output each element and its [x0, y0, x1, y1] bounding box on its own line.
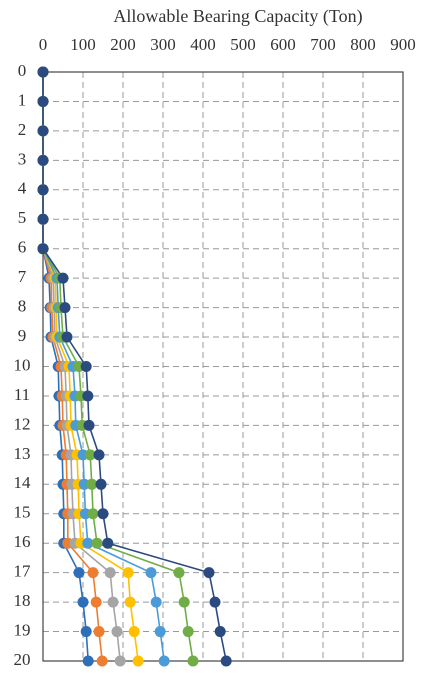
data-point [37, 95, 49, 107]
data-point [83, 419, 95, 431]
y-tick-label: 15 [14, 503, 31, 522]
y-tick-label: 17 [14, 562, 32, 581]
x-tick-label: 400 [190, 35, 216, 54]
data-point [37, 66, 49, 78]
data-point [214, 626, 226, 638]
data-point [150, 596, 162, 608]
chart-title: Allowable Bearing Capacity (Ton) [113, 6, 362, 27]
y-tick-label: 20 [14, 650, 31, 669]
y-tick-label: 16 [14, 532, 31, 551]
data-point [107, 596, 119, 608]
data-point [73, 567, 85, 579]
data-point [82, 390, 94, 402]
data-point [187, 655, 199, 667]
data-point [57, 272, 69, 284]
x-tick-label: 0 [39, 35, 48, 54]
y-tick-label: 9 [18, 326, 27, 345]
data-point [95, 478, 107, 490]
data-point [80, 361, 92, 372]
data-point [37, 243, 49, 255]
data-point [154, 626, 166, 638]
data-point [111, 626, 123, 638]
y-tick-label: 10 [14, 355, 31, 374]
y-tick-label: 8 [18, 297, 27, 316]
data-point [93, 626, 105, 638]
data-point [93, 449, 105, 461]
data-point [78, 478, 90, 490]
y-tick-label: 5 [18, 208, 27, 227]
data-point [79, 508, 91, 520]
y-tick-label: 19 [14, 620, 31, 639]
data-point [178, 596, 190, 608]
data-point [97, 508, 109, 520]
x-tick-label: 500 [230, 35, 256, 54]
data-point [173, 567, 185, 579]
y-tick-label: 0 [18, 61, 27, 80]
data-point [87, 567, 99, 579]
x-tick-label: 200 [110, 35, 136, 54]
data-point [37, 154, 49, 166]
data-point [82, 655, 94, 667]
data-point [102, 537, 114, 549]
data-point [37, 213, 49, 225]
x-tick-label: 900 [390, 35, 416, 54]
y-tick-label: 4 [18, 179, 27, 198]
data-point [158, 655, 170, 667]
data-point [132, 655, 144, 667]
data-point [90, 596, 102, 608]
data-point [87, 508, 99, 520]
data-point [91, 537, 103, 549]
data-point [203, 567, 215, 579]
y-tick-label: 6 [18, 238, 27, 257]
y-tick-label: 13 [14, 444, 31, 463]
data-point [80, 626, 92, 638]
x-tick-label: 600 [270, 35, 296, 54]
data-point [114, 655, 126, 667]
data-point [37, 125, 49, 137]
data-point [182, 626, 194, 638]
data-point [77, 596, 89, 608]
y-tick-label: 12 [14, 414, 31, 433]
y-tick-label: 3 [18, 149, 27, 168]
data-point [37, 184, 49, 196]
data-point [59, 302, 71, 314]
x-tick-label: 300 [150, 35, 176, 54]
x-tick-label: 700 [310, 35, 336, 54]
data-point [86, 478, 98, 490]
data-point [61, 331, 73, 343]
y-tick-label: 7 [18, 267, 27, 286]
x-tick-label: 800 [350, 35, 376, 54]
data-point [122, 567, 134, 579]
y-tick-label: 14 [14, 473, 32, 492]
y-tick-label: 18 [14, 591, 31, 610]
y-tick-label: 1 [18, 90, 27, 109]
y-tick-label: 2 [18, 120, 27, 139]
data-point [96, 655, 108, 667]
data-point [104, 567, 116, 579]
data-point [128, 626, 140, 638]
data-point [82, 537, 94, 549]
x-tick-label: 100 [70, 35, 96, 54]
y-tick-label: 11 [14, 385, 30, 404]
data-point [124, 596, 136, 608]
data-point [84, 449, 96, 461]
data-point [209, 596, 221, 608]
data-point [145, 567, 157, 579]
data-point [220, 655, 232, 667]
